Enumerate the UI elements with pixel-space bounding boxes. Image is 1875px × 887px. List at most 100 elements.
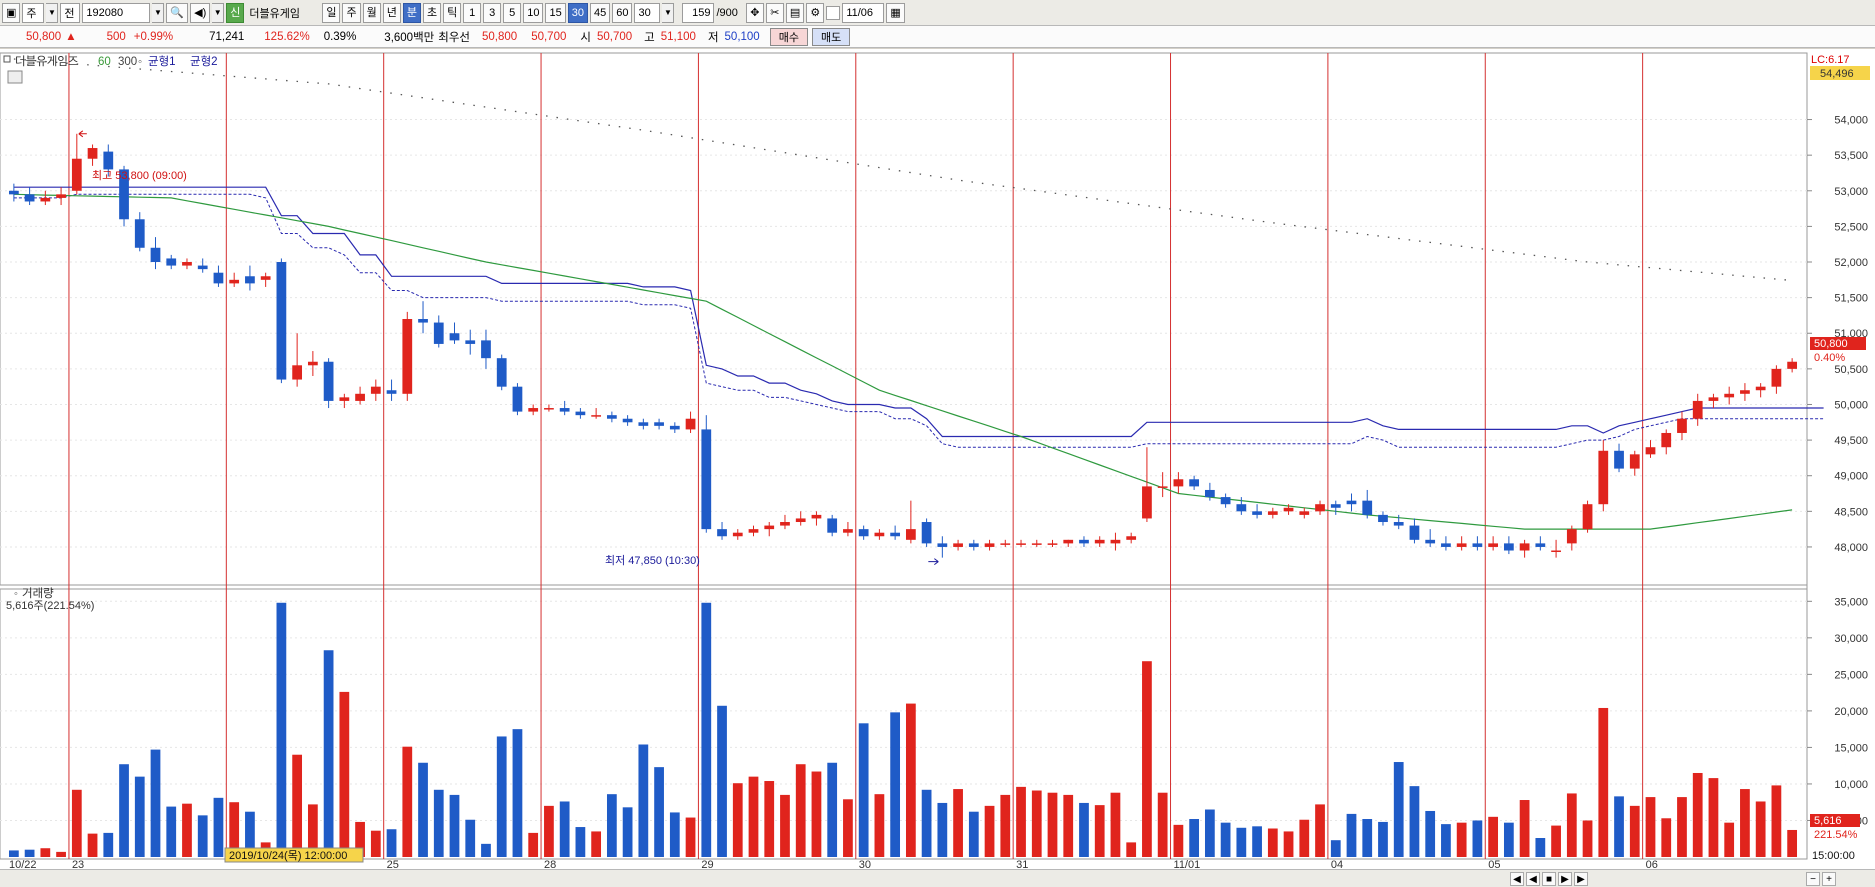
period-minute-button[interactable]: 분 — [402, 2, 421, 23]
balance-line-1 — [13, 186, 1824, 438]
new-badge: 신 — [226, 2, 245, 23]
volume-bar — [669, 812, 680, 857]
high-label: 고 — [644, 31, 655, 44]
low-price: 50,100 — [724, 30, 760, 43]
volume-bar — [71, 789, 82, 857]
volume-bar — [1645, 797, 1656, 857]
candle-body — [386, 390, 397, 394]
period-second-button[interactable]: 초 — [422, 2, 442, 23]
volume-bar — [1755, 801, 1766, 857]
calendar-icon[interactable]: ▦ — [886, 2, 905, 23]
date-checkbox[interactable] — [826, 5, 841, 20]
volume-bar — [1771, 785, 1782, 857]
candle-body — [213, 272, 224, 284]
interval-60-button[interactable]: 60 — [612, 2, 633, 23]
period-week-button[interactable]: 주 — [342, 2, 361, 23]
candle-body — [843, 529, 853, 533]
interval-45-button[interactable]: 45 — [589, 2, 611, 23]
volume-bar — [1267, 828, 1278, 857]
sell-button[interactable]: 매도 — [811, 27, 851, 46]
candle-body — [276, 262, 287, 380]
scroll-stop-icon[interactable]: ■ — [1542, 872, 1556, 886]
candle-body — [465, 340, 476, 344]
speaker-dropdown-icon[interactable]: ▼ — [212, 2, 225, 23]
volume-bar — [795, 764, 806, 857]
scroll-right-end-icon[interactable]: ▶ — [1574, 872, 1588, 886]
candle-body — [795, 518, 806, 523]
candle-body — [1142, 486, 1152, 519]
interval-15-button[interactable]: 15 — [545, 2, 566, 23]
buy-button[interactable]: 매수 — [769, 27, 808, 46]
code-dropdown-icon[interactable]: ▼ — [152, 2, 165, 23]
interval-30-button[interactable]: 30 — [567, 2, 588, 23]
candle-body — [1456, 543, 1467, 547]
panel-menu-icon[interactable] — [7, 70, 23, 84]
zoom-in-icon[interactable]: + — [1822, 872, 1836, 886]
candle-body — [496, 358, 507, 387]
candle-body — [1189, 479, 1200, 487]
window-menu-icon[interactable]: ▣ — [2, 2, 21, 23]
count-input[interactable]: 159 — [682, 2, 715, 23]
volume-bar — [418, 762, 428, 857]
tools-icon[interactable]: ✂ — [765, 2, 784, 23]
volume-title: 거래량 — [22, 587, 54, 600]
scroll-left-icon[interactable]: ◀ — [1526, 872, 1540, 886]
market-select[interactable]: 주 — [22, 2, 45, 23]
period-select[interactable]: 전 — [60, 2, 81, 23]
chart-area[interactable]: 54,000 53,500 53,000 52,500 52,000 51,500 51,0… — [0, 49, 1875, 871]
candle-body — [937, 543, 948, 547]
volume-bar — [1425, 810, 1436, 857]
market-dropdown-icon[interactable]: ▼ — [46, 2, 59, 23]
candlestick-chart[interactable]: 54,00053,50053,00052,50052,00051,50051,0… — [0, 49, 1875, 871]
speaker-icon[interactable]: ◀) — [190, 2, 211, 23]
interval-3-button[interactable]: 3 — [483, 2, 502, 23]
period-day-button[interactable]: 일 — [322, 2, 341, 23]
interval-dropdown-icon[interactable]: ▼ — [662, 2, 675, 23]
volume-bar — [292, 754, 303, 857]
volume-bar — [1692, 772, 1703, 857]
price-axis-label: 51,500 — [1834, 293, 1868, 305]
volume-bar — [606, 794, 617, 857]
volume-bar — [654, 767, 664, 857]
candle-body — [87, 148, 98, 159]
volume-last-label: 5,616 — [1814, 815, 1842, 827]
candle-body — [1661, 432, 1672, 448]
interval-10-button[interactable]: 10 — [523, 2, 544, 23]
date-input[interactable]: 11/06 — [842, 2, 885, 23]
volume-axis-label: 15,000 — [1834, 742, 1868, 754]
period-year-button[interactable]: 년 — [382, 2, 401, 23]
scroll-left-end-icon[interactable]: ◀ — [1510, 872, 1524, 886]
volume-bar — [701, 602, 712, 857]
legend-bullet-icon: ◦ — [138, 56, 142, 68]
stock-code-input[interactable]: 192080 — [82, 2, 151, 23]
candle-body — [890, 532, 901, 537]
search-icon[interactable]: 🔍 — [166, 2, 189, 23]
volume-info: 5,616주(221.54%) — [6, 600, 94, 612]
crosshair-icon[interactable]: ✥ — [745, 2, 764, 23]
volume-axis-label: 25,000 — [1834, 669, 1868, 681]
period-month-button[interactable]: 월 — [362, 2, 381, 23]
volume-bar — [512, 729, 523, 857]
volume-bar — [559, 801, 570, 857]
settings-gear-icon[interactable]: ⚙ — [806, 2, 825, 23]
scroll-right-icon[interactable]: ▶ — [1558, 872, 1572, 886]
volume-bar — [874, 794, 885, 857]
ma60-line — [13, 193, 1793, 530]
save-icon[interactable]: ▤ — [785, 2, 805, 23]
interval-1-button[interactable]: 1 — [463, 2, 482, 23]
interval-5-button[interactable]: 5 — [503, 2, 522, 23]
volume-bar — [56, 851, 66, 857]
interval-input[interactable]: 30 — [634, 2, 661, 23]
volume-bar — [843, 799, 853, 857]
candle-body — [606, 415, 617, 419]
zoom-out-icon[interactable]: − — [1806, 872, 1820, 886]
volume-bar — [591, 831, 602, 857]
volume-bar — [1047, 792, 1058, 857]
bottom-scrollbar[interactable]: ◀ ◀ ■ ▶ ▶ − + — [0, 869, 1875, 887]
volume-bar — [1740, 789, 1750, 857]
volume-bar — [1456, 822, 1467, 857]
candle-body — [1692, 400, 1703, 419]
volume-bar — [1110, 792, 1121, 857]
open-price: 50,700 — [596, 30, 633, 43]
period-tick-button[interactable]: 틱 — [443, 2, 462, 23]
